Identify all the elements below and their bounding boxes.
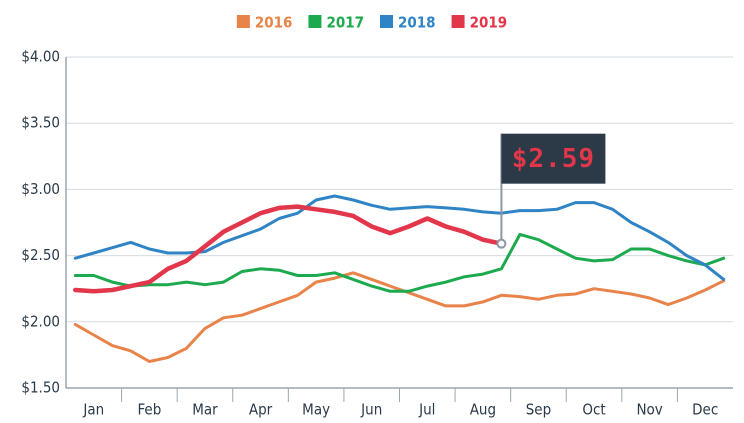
- x-tick-label: Sep: [526, 401, 551, 419]
- x-tick-label: Jul: [418, 401, 435, 419]
- y-tick-label: $1.50: [21, 379, 60, 397]
- series-line: [73, 232, 726, 293]
- legend-label: 2016: [255, 14, 293, 32]
- x-tick-label: Aug: [470, 401, 496, 419]
- y-tick-label: $3.50: [21, 114, 60, 132]
- x-tick-label: Apr: [249, 401, 273, 419]
- y-tick-label: $3.00: [21, 180, 60, 198]
- legend-swatch: [380, 15, 393, 28]
- legend-label: 2018: [398, 14, 436, 32]
- y-tick-label: $2.50: [21, 246, 60, 264]
- legend-swatch: [308, 15, 322, 28]
- x-tick-label: Mar: [192, 401, 218, 419]
- y-tick-label: $4.00: [21, 48, 60, 66]
- x-tick-label: Feb: [137, 401, 161, 419]
- legend-label: 2017: [326, 14, 364, 32]
- series-line: [73, 204, 504, 294]
- x-tick-label: Oct: [582, 401, 605, 419]
- y-tick-label: $2.00: [21, 312, 60, 330]
- annotation-point: [496, 238, 507, 249]
- annotation-box: [501, 133, 606, 184]
- x-tick-label: May: [302, 401, 330, 419]
- legend: 2016 2017 2018 2019: [236, 14, 508, 32]
- x-tick-label: Dec: [692, 401, 718, 419]
- x-tick-label: Jun: [360, 401, 382, 419]
- annotation-label: $2.59: [512, 144, 595, 174]
- series-line: [73, 271, 726, 363]
- legend-swatch: [236, 15, 250, 28]
- legend-swatch: [451, 15, 465, 28]
- x-tick-label: Nov: [636, 401, 662, 419]
- series-line: [73, 194, 726, 281]
- x-tick-label: Jan: [82, 401, 104, 419]
- legend-label: 2019: [470, 14, 508, 32]
